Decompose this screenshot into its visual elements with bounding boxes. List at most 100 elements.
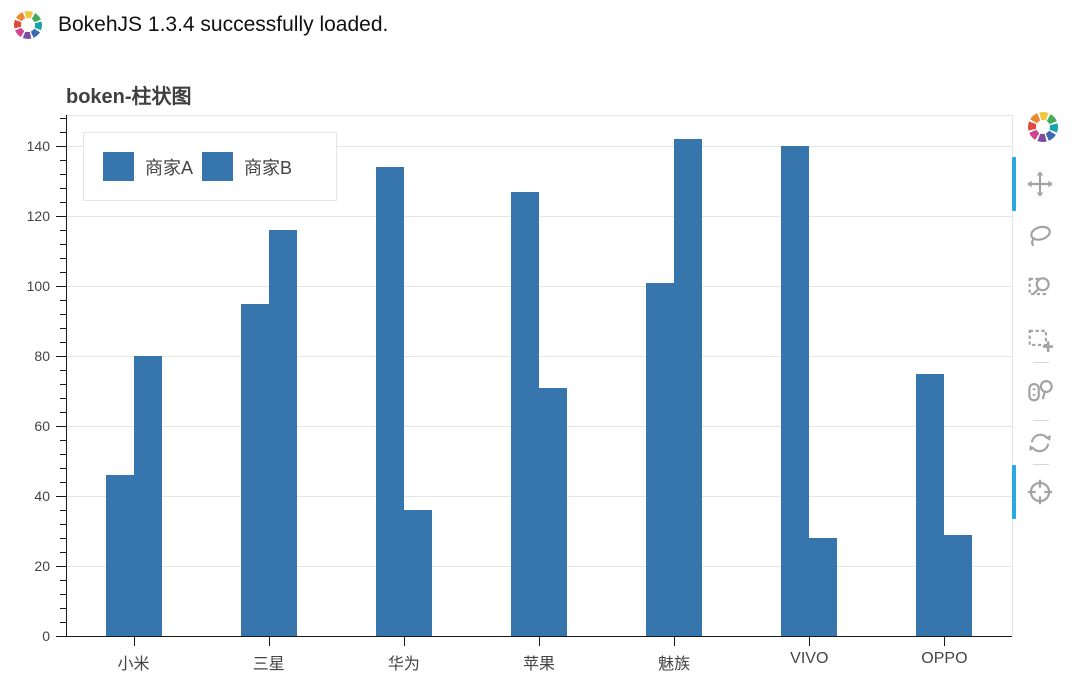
wheel-zoom-icon (1028, 380, 1053, 402)
legend-label: 商家A (145, 157, 194, 178)
tool-pan[interactable] (1027, 171, 1053, 197)
bar (674, 139, 703, 636)
x-tick-label: VIVO (790, 650, 829, 667)
active-tool-indicator (1012, 465, 1016, 519)
y-major-tick (56, 216, 66, 218)
x-tick-label: 小米 (117, 656, 150, 673)
x-major-tick (809, 637, 811, 646)
y-gridline (67, 356, 1012, 358)
plot-outline-top (66, 115, 1012, 116)
y-tick-label: 60 (34, 418, 50, 435)
crosshair-icon (1027, 479, 1053, 505)
toolbar-divider (1033, 362, 1049, 363)
y-minor-tick (60, 552, 66, 554)
x-tick-label: OPPO (921, 650, 968, 667)
x-tick-label: 三星 (252, 656, 285, 673)
bar (916, 373, 945, 636)
tool-reset[interactable] (1027, 430, 1053, 456)
y-minor-tick (60, 202, 66, 204)
x-major-tick (539, 637, 540, 646)
y-minor-tick (60, 342, 66, 344)
y-minor-tick (60, 608, 66, 610)
x-major-tick (944, 637, 946, 646)
y-minor-tick (60, 468, 66, 470)
bar (105, 475, 134, 636)
y-tick-label: 0 (42, 628, 50, 644)
y-minor-tick (60, 482, 66, 484)
y-tick-label: 20 (34, 558, 50, 575)
y-major-tick (56, 286, 66, 288)
x-major-tick (674, 637, 676, 646)
bar (240, 303, 269, 636)
y-minor-tick (60, 398, 66, 400)
bar (133, 356, 162, 636)
y-major-tick (56, 566, 66, 568)
bar (375, 167, 404, 636)
load-message-row: BokehJS 1.3.4 successfully loaded. (14, 10, 388, 40)
y-minor-tick (60, 510, 66, 512)
chart-title: boken-柱状图 (66, 86, 192, 108)
y-minor-tick (60, 188, 66, 190)
y-minor-tick (60, 314, 66, 316)
active-tool-indicator (1012, 157, 1016, 211)
y-minor-tick (60, 524, 66, 526)
y-major-tick (56, 636, 66, 637)
bokeh-logo-link[interactable] (1028, 112, 1058, 142)
y-tick-label: 40 (34, 488, 50, 505)
tool-box-zoom[interactable] (1027, 274, 1053, 300)
y-minor-tick (60, 174, 66, 176)
legend: 商家A 商家B (83, 132, 337, 201)
x-tick-label: 华为 (387, 656, 420, 673)
legend-swatch (103, 152, 134, 181)
y-major-tick (56, 356, 66, 358)
bar (781, 146, 810, 636)
tool-lasso-select[interactable] (1027, 223, 1053, 249)
y-minor-tick (60, 580, 66, 582)
x-tick-label: 苹果 (522, 656, 555, 673)
bar (511, 191, 539, 636)
y-minor-tick (60, 272, 66, 274)
reset-icon (1029, 433, 1051, 453)
y-tick-label: 140 (26, 138, 50, 155)
y-axis-line (66, 115, 67, 637)
bar (539, 387, 567, 636)
toolbar-divider (1033, 464, 1049, 465)
tool-box-select[interactable] (1027, 326, 1053, 352)
y-minor-tick (60, 160, 66, 162)
y-minor-tick (60, 594, 66, 596)
y-minor-tick (60, 538, 66, 540)
y-minor-tick (60, 370, 66, 372)
y-gridline (67, 286, 1012, 288)
y-minor-tick (60, 118, 66, 120)
toolbar-divider (1033, 420, 1049, 421)
y-minor-tick (60, 622, 66, 623)
bokeh-logo-icon (14, 11, 42, 39)
y-minor-tick (60, 230, 66, 232)
bar (944, 534, 973, 636)
box-zoom-icon (1028, 277, 1050, 296)
pan-icon (1027, 171, 1053, 197)
y-major-tick (56, 426, 66, 428)
legend-swatch (202, 152, 234, 181)
y-gridline (67, 216, 1012, 218)
bar (646, 282, 675, 636)
y-minor-tick (60, 454, 66, 456)
y-tick-label: 100 (26, 278, 50, 295)
y-minor-tick (60, 132, 66, 134)
y-minor-tick (60, 258, 66, 260)
tool-wheel-zoom[interactable] (1027, 377, 1053, 403)
load-message: BokehJS 1.3.4 successfully loaded. (58, 13, 389, 36)
legend-label: 商家B (244, 157, 293, 178)
y-minor-tick (60, 384, 66, 386)
y-minor-tick (60, 412, 66, 414)
plot-outline-right (1012, 115, 1013, 636)
toolbar (1012, 108, 1072, 548)
y-gridline (67, 146, 1012, 148)
bar (268, 230, 297, 636)
box-select-icon (1028, 329, 1053, 352)
tool-crosshair[interactable] (1027, 479, 1053, 505)
lasso-select-icon (1030, 225, 1051, 247)
x-major-tick (133, 637, 135, 646)
